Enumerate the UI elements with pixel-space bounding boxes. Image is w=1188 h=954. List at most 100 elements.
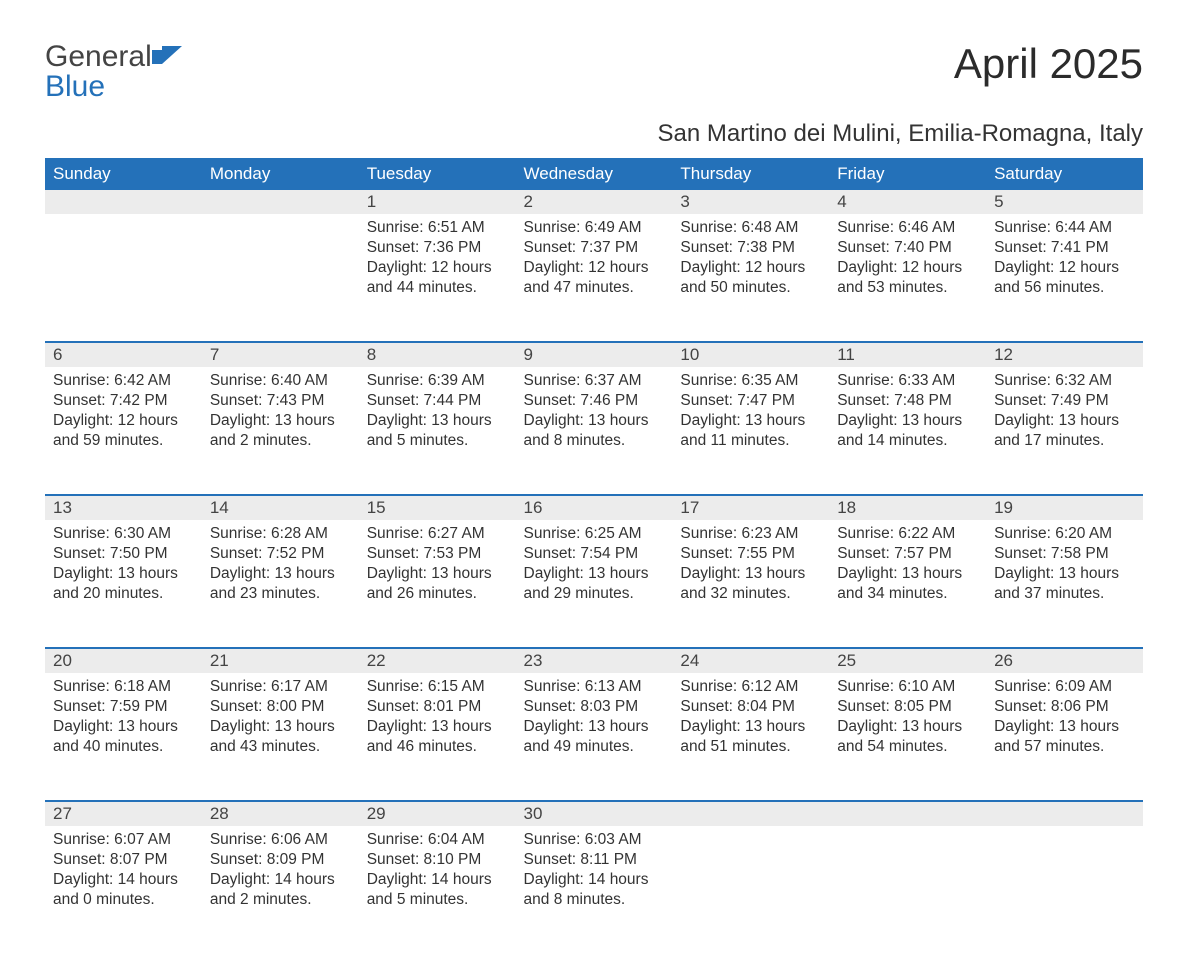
sunset-line: Sunset: 7:46 PM — [524, 391, 665, 411]
daylight-line: Daylight: 12 hours and 59 minutes. — [53, 411, 194, 451]
day-body-cell: Sunrise: 6:12 AMSunset: 8:04 PMDaylight:… — [672, 673, 829, 801]
day-body-row: Sunrise: 6:51 AMSunset: 7:36 PMDaylight:… — [45, 214, 1143, 342]
day-number-cell: 14 — [202, 495, 359, 520]
day-body-cell: Sunrise: 6:17 AMSunset: 8:00 PMDaylight:… — [202, 673, 359, 801]
day-number-cell: 22 — [359, 648, 516, 673]
day-body-cell: Sunrise: 6:07 AMSunset: 8:07 PMDaylight:… — [45, 826, 202, 954]
page-title: April 2025 — [954, 40, 1143, 88]
day-body-row: Sunrise: 6:30 AMSunset: 7:50 PMDaylight:… — [45, 520, 1143, 648]
brand-name-part1: General — [45, 40, 152, 73]
daylight-line: Daylight: 13 hours and 46 minutes. — [367, 717, 508, 757]
day-number-cell: 2 — [516, 190, 673, 214]
daylight-line: Daylight: 13 hours and 40 minutes. — [53, 717, 194, 757]
day-body-cell: Sunrise: 6:44 AMSunset: 7:41 PMDaylight:… — [986, 214, 1143, 342]
day-number-cell: 8 — [359, 342, 516, 367]
sunrise-line: Sunrise: 6:39 AM — [367, 371, 508, 391]
daylight-line: Daylight: 13 hours and 57 minutes. — [994, 717, 1135, 757]
day-number-cell: 25 — [829, 648, 986, 673]
sunrise-line: Sunrise: 6:32 AM — [994, 371, 1135, 391]
sunrise-line: Sunrise: 6:07 AM — [53, 830, 194, 850]
sunset-line: Sunset: 8:01 PM — [367, 697, 508, 717]
day-body-cell: Sunrise: 6:42 AMSunset: 7:42 PMDaylight:… — [45, 367, 202, 495]
day-body-cell: Sunrise: 6:20 AMSunset: 7:58 PMDaylight:… — [986, 520, 1143, 648]
day-body-cell — [202, 214, 359, 342]
day-number-row: 13141516171819 — [45, 495, 1143, 520]
day-number-cell — [202, 190, 359, 214]
day-body-row: Sunrise: 6:18 AMSunset: 7:59 PMDaylight:… — [45, 673, 1143, 801]
flag-icon — [152, 42, 186, 72]
day-number-cell: 1 — [359, 190, 516, 214]
daylight-line: Daylight: 12 hours and 47 minutes. — [524, 258, 665, 298]
day-number-cell: 23 — [516, 648, 673, 673]
daylight-line: Daylight: 13 hours and 23 minutes. — [210, 564, 351, 604]
day-body-cell: Sunrise: 6:48 AMSunset: 7:38 PMDaylight:… — [672, 214, 829, 342]
daylight-line: Daylight: 14 hours and 5 minutes. — [367, 870, 508, 910]
day-body-cell: Sunrise: 6:10 AMSunset: 8:05 PMDaylight:… — [829, 673, 986, 801]
day-number-row: 27282930 — [45, 801, 1143, 826]
sunset-line: Sunset: 7:40 PM — [837, 238, 978, 258]
sunset-line: Sunset: 7:58 PM — [994, 544, 1135, 564]
day-body-cell: Sunrise: 6:37 AMSunset: 7:46 PMDaylight:… — [516, 367, 673, 495]
day-body-row: Sunrise: 6:42 AMSunset: 7:42 PMDaylight:… — [45, 367, 1143, 495]
day-body-cell: Sunrise: 6:23 AMSunset: 7:55 PMDaylight:… — [672, 520, 829, 648]
sunrise-line: Sunrise: 6:15 AM — [367, 677, 508, 697]
sunrise-line: Sunrise: 6:42 AM — [53, 371, 194, 391]
sunrise-line: Sunrise: 6:40 AM — [210, 371, 351, 391]
daylight-line: Daylight: 13 hours and 49 minutes. — [524, 717, 665, 757]
weekday-header: Friday — [829, 158, 986, 190]
day-number-cell: 13 — [45, 495, 202, 520]
day-body-cell: Sunrise: 6:46 AMSunset: 7:40 PMDaylight:… — [829, 214, 986, 342]
sunset-line: Sunset: 7:59 PM — [53, 697, 194, 717]
day-body-cell: Sunrise: 6:51 AMSunset: 7:36 PMDaylight:… — [359, 214, 516, 342]
sunset-line: Sunset: 7:54 PM — [524, 544, 665, 564]
daylight-line: Daylight: 13 hours and 11 minutes. — [680, 411, 821, 451]
sunset-line: Sunset: 7:53 PM — [367, 544, 508, 564]
day-body-row: Sunrise: 6:07 AMSunset: 8:07 PMDaylight:… — [45, 826, 1143, 954]
day-body-cell: Sunrise: 6:13 AMSunset: 8:03 PMDaylight:… — [516, 673, 673, 801]
day-number-cell — [672, 801, 829, 826]
sunrise-line: Sunrise: 6:18 AM — [53, 677, 194, 697]
day-number-cell: 12 — [986, 342, 1143, 367]
daylight-line: Daylight: 13 hours and 43 minutes. — [210, 717, 351, 757]
sunset-line: Sunset: 7:49 PM — [994, 391, 1135, 411]
day-body-cell — [986, 826, 1143, 954]
day-number-cell: 24 — [672, 648, 829, 673]
day-number-cell: 4 — [829, 190, 986, 214]
weekday-header: Sunday — [45, 158, 202, 190]
day-number-cell: 7 — [202, 342, 359, 367]
day-number-cell: 15 — [359, 495, 516, 520]
day-body-cell: Sunrise: 6:35 AMSunset: 7:47 PMDaylight:… — [672, 367, 829, 495]
sunset-line: Sunset: 8:04 PM — [680, 697, 821, 717]
sunrise-line: Sunrise: 6:10 AM — [837, 677, 978, 697]
daylight-line: Daylight: 13 hours and 20 minutes. — [53, 564, 194, 604]
daylight-line: Daylight: 13 hours and 32 minutes. — [680, 564, 821, 604]
sunrise-line: Sunrise: 6:03 AM — [524, 830, 665, 850]
day-body-cell: Sunrise: 6:39 AMSunset: 7:44 PMDaylight:… — [359, 367, 516, 495]
sunrise-line: Sunrise: 6:35 AM — [680, 371, 821, 391]
daylight-line: Daylight: 13 hours and 2 minutes. — [210, 411, 351, 451]
sunrise-line: Sunrise: 6:44 AM — [994, 218, 1135, 238]
day-body-cell: Sunrise: 6:06 AMSunset: 8:09 PMDaylight:… — [202, 826, 359, 954]
sunset-line: Sunset: 8:06 PM — [994, 697, 1135, 717]
daylight-line: Daylight: 13 hours and 5 minutes. — [367, 411, 508, 451]
sunrise-line: Sunrise: 6:25 AM — [524, 524, 665, 544]
day-number-row: 12345 — [45, 190, 1143, 214]
sunset-line: Sunset: 8:11 PM — [524, 850, 665, 870]
day-number-cell — [45, 190, 202, 214]
day-number-cell: 11 — [829, 342, 986, 367]
sunrise-line: Sunrise: 6:30 AM — [53, 524, 194, 544]
daylight-line: Daylight: 13 hours and 34 minutes. — [837, 564, 978, 604]
sunset-line: Sunset: 7:42 PM — [53, 391, 194, 411]
day-body-cell: Sunrise: 6:15 AMSunset: 8:01 PMDaylight:… — [359, 673, 516, 801]
sunset-line: Sunset: 7:50 PM — [53, 544, 194, 564]
day-number-row: 6789101112 — [45, 342, 1143, 367]
sunrise-line: Sunrise: 6:37 AM — [524, 371, 665, 391]
weekday-header: Saturday — [986, 158, 1143, 190]
daylight-line: Daylight: 13 hours and 29 minutes. — [524, 564, 665, 604]
sunrise-line: Sunrise: 6:23 AM — [680, 524, 821, 544]
daylight-line: Daylight: 13 hours and 54 minutes. — [837, 717, 978, 757]
sunset-line: Sunset: 7:37 PM — [524, 238, 665, 258]
daylight-line: Daylight: 12 hours and 56 minutes. — [994, 258, 1135, 298]
sunrise-line: Sunrise: 6:17 AM — [210, 677, 351, 697]
day-number-cell: 29 — [359, 801, 516, 826]
